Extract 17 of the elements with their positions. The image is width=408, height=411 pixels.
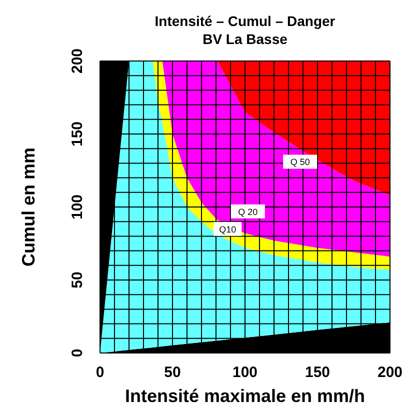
x-tick-label: 100 (232, 364, 258, 381)
y-tick-label: 200 (69, 48, 86, 74)
x-tick-label: 50 (164, 364, 181, 381)
x-tick-label: 200 (377, 364, 403, 381)
y-tick-label: 0 (69, 348, 86, 358)
x-tick-label: 150 (304, 364, 330, 381)
x-axis-title: Intensité maximale en mm/h (124, 386, 366, 406)
y-tick-label: 50 (69, 272, 86, 288)
y-tick-label: 100 (69, 194, 86, 220)
y-axis-title: Cumul en mm (18, 147, 38, 267)
x-tick-label: 0 (96, 364, 104, 381)
annotation: Q 20 (238, 206, 258, 217)
annotation: Q 50 (290, 157, 310, 168)
annotation: Q10 (219, 224, 236, 234)
chart-title: Intensité – Cumul – Danger (154, 12, 336, 30)
chart-subtitle: BV La Basse (202, 30, 288, 48)
y-tick-label: 150 (69, 121, 86, 147)
